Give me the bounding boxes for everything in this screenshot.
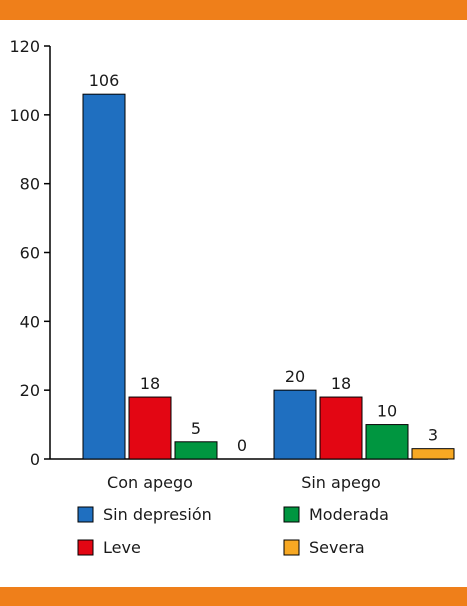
bar-value-label: 3: [428, 426, 438, 445]
bar: [411, 448, 455, 460]
legend-label: Moderada: [309, 505, 389, 524]
y-tick-label: 120: [9, 37, 40, 56]
bar: [365, 424, 409, 460]
legend-label: Sin depresión: [103, 505, 212, 524]
bar-value-label: 5: [191, 419, 201, 438]
category-labels: Con apego Sin apego: [107, 473, 381, 492]
bar: [273, 389, 317, 460]
bar-value-label: 18: [331, 374, 351, 393]
legend-swatch: [283, 539, 300, 556]
bar-marks: 106 18 5 0 20 18 10 3: [82, 71, 455, 460]
legend-swatch: [283, 506, 300, 523]
bar: [82, 93, 126, 460]
bar: [319, 396, 363, 460]
legend-label: Leve: [103, 538, 141, 557]
legend-swatch: [77, 539, 94, 556]
bar-value-label: 106: [89, 71, 120, 90]
category-label: Con apego: [107, 473, 193, 492]
bar: [174, 441, 218, 460]
y-tick-label: 0: [30, 450, 40, 469]
top-orange-band: [0, 0, 467, 20]
bar-value-label: 18: [140, 374, 160, 393]
bottom-orange-band: [0, 587, 467, 606]
bar-value-label: 10: [377, 402, 397, 421]
bar-value-label: 20: [285, 367, 305, 386]
y-tick-label: 100: [9, 106, 40, 125]
y-axis-ticks: 0 20 40 60 80 100 120: [9, 37, 50, 469]
y-tick-label: 60: [20, 244, 40, 263]
legend-swatch: [77, 506, 94, 523]
legend-label: Severa: [309, 538, 365, 557]
bar: [128, 396, 172, 460]
category-label: Sin apego: [301, 473, 381, 492]
y-tick-label: 40: [20, 312, 40, 331]
bar-value-label: 0: [237, 436, 247, 455]
y-tick-label: 20: [20, 381, 40, 400]
legend: Sin depresión Leve Moderada Severa: [77, 505, 389, 557]
y-tick-label: 80: [20, 175, 40, 194]
